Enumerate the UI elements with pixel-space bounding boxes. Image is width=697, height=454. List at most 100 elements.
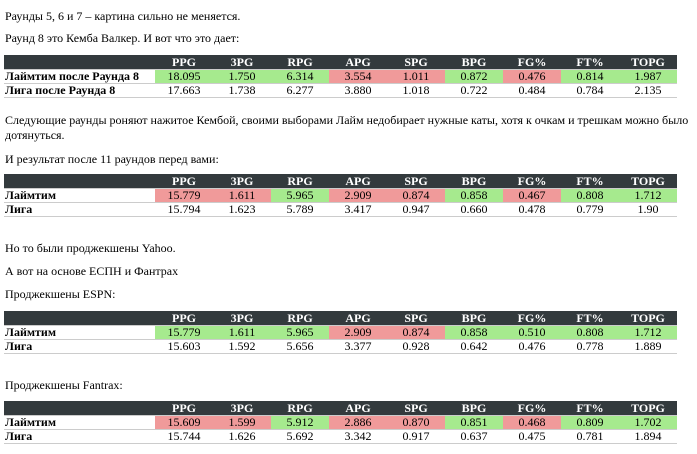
column-header: TOPG xyxy=(619,55,677,70)
table-row: Лига 15.794 1.623 5.789 3.417 0.947 0.660 0.478… xyxy=(4,202,677,217)
stat-cell: 2.909 xyxy=(329,188,387,203)
stat-cell: 1.599 xyxy=(213,415,271,430)
paragraph-espn-title: Проджекшены ESPN: xyxy=(5,287,116,301)
table-row: Лига после Раунда 8 17.663 1.738 6.277 3.880… xyxy=(4,83,677,98)
stat-cell: 17.663 xyxy=(155,83,213,98)
header-blank-cell xyxy=(4,55,155,70)
stat-cell: 1.018 xyxy=(387,83,445,98)
column-header: FT% xyxy=(561,401,619,416)
stat-cell: 1.90 xyxy=(619,202,677,217)
stat-cell: 5.965 xyxy=(271,188,329,203)
table-header-row: PPG 3PG RPG APG SPG BPG FG% FT% TOPG xyxy=(4,55,677,70)
stat-cell: 15.779 xyxy=(155,325,213,340)
column-header: APG xyxy=(329,401,387,416)
stat-cell: 3.342 xyxy=(329,429,387,444)
stat-cell: 1.611 xyxy=(213,325,271,340)
stat-cell: 1.592 xyxy=(213,339,271,354)
stat-cell: 0.478 xyxy=(503,202,561,217)
row-label: Лига xyxy=(4,339,155,354)
stat-cell: 5.789 xyxy=(271,202,329,217)
stat-cell: 1.738 xyxy=(213,83,271,98)
stat-cell: 0.808 xyxy=(561,325,619,340)
stat-cell: 0.660 xyxy=(445,202,503,217)
paragraph-next-rounds: Следующие раунды роняют нажитое Кембой, … xyxy=(5,113,689,142)
stat-cell: 0.779 xyxy=(561,202,619,217)
stat-cell: 0.476 xyxy=(503,339,561,354)
table-row: Лига 15.603 1.592 5.656 3.377 0.928 0.642 0.476… xyxy=(4,339,677,354)
stat-cell: 15.609 xyxy=(155,415,213,430)
stat-cell: 0.467 xyxy=(503,188,561,203)
stat-cell: 15.794 xyxy=(155,202,213,217)
stat-cell: 1.889 xyxy=(619,339,677,354)
stat-cell: 1.626 xyxy=(213,429,271,444)
row-label: Лаймтим xyxy=(4,415,155,430)
stat-cell: 0.781 xyxy=(561,429,619,444)
stat-cell: 0.475 xyxy=(503,429,561,444)
table-row: Лаймтим 15.609 1.599 5.912 2.886 0.870 0.851 0.… xyxy=(4,415,677,430)
stat-cell: 0.814 xyxy=(561,69,619,84)
column-header: PPG xyxy=(155,55,213,70)
paragraph-espn-fantrax: А вот на основе ЕСПН и Фантрах xyxy=(5,264,179,278)
stat-cell: 1.011 xyxy=(387,69,445,84)
row-label: Лаймтим xyxy=(4,188,155,203)
column-header: TOPG xyxy=(619,174,677,189)
stat-cell: 0.851 xyxy=(445,415,503,430)
row-label: Лига после Раунда 8 xyxy=(4,83,155,98)
stats-table-fantrax: PPG 3PG RPG APG SPG BPG FG% FT% TOPG Лаймтим 15.60… xyxy=(4,401,677,444)
column-header: FG% xyxy=(503,174,561,189)
table-row: Лига 15.744 1.626 5.692 3.342 0.917 0.637 0.475… xyxy=(4,429,677,444)
header-blank-cell xyxy=(4,401,155,416)
stat-cell: 1.623 xyxy=(213,202,271,217)
table-header-row: PPG 3PG RPG APG SPG BPG FG% FT% TOPG xyxy=(4,401,677,416)
column-header: RPG xyxy=(271,311,329,326)
stat-cell: 0.468 xyxy=(503,415,561,430)
column-header: 3PG xyxy=(213,311,271,326)
column-header: SPG xyxy=(387,55,445,70)
stat-cell: 18.095 xyxy=(155,69,213,84)
stat-cell: 5.656 xyxy=(271,339,329,354)
column-header: FG% xyxy=(503,55,561,70)
stat-cell: 0.637 xyxy=(445,429,503,444)
stats-table-round-11-yahoo: PPG 3PG RPG APG SPG BPG FG% FT% TOPG Лаймтим 15.77… xyxy=(4,174,677,217)
column-header: FT% xyxy=(561,55,619,70)
stat-cell: 2.135 xyxy=(619,83,677,98)
stat-cell: 0.928 xyxy=(387,339,445,354)
header-blank-cell xyxy=(4,311,155,326)
column-header: RPG xyxy=(271,55,329,70)
column-header: PPG xyxy=(155,311,213,326)
stat-cell: 3.554 xyxy=(329,69,387,84)
column-header: RPG xyxy=(271,174,329,189)
stat-cell: 1.712 xyxy=(619,188,677,203)
stat-cell: 0.784 xyxy=(561,83,619,98)
paragraph-results-11-rounds: И результат после 11 раундов перед вами: xyxy=(5,152,219,166)
stat-cell: 0.722 xyxy=(445,83,503,98)
stat-cell: 1.702 xyxy=(619,415,677,430)
stat-cell: 0.476 xyxy=(503,69,561,84)
paragraph-fantrax-title: Проджекшены Fantrax: xyxy=(5,378,123,392)
stat-cell: 5.965 xyxy=(271,325,329,340)
column-header: FG% xyxy=(503,311,561,326)
stat-cell: 0.872 xyxy=(445,69,503,84)
stat-cell: 0.874 xyxy=(387,325,445,340)
stat-cell: 1.987 xyxy=(619,69,677,84)
stat-cell: 3.417 xyxy=(329,202,387,217)
column-header: SPG xyxy=(387,401,445,416)
stat-cell: 15.603 xyxy=(155,339,213,354)
stat-cell: 5.692 xyxy=(271,429,329,444)
stat-cell: 6.277 xyxy=(271,83,329,98)
column-header: PPG xyxy=(155,174,213,189)
stat-cell: 5.912 xyxy=(271,415,329,430)
stat-cell: 0.778 xyxy=(561,339,619,354)
column-header: BPG xyxy=(445,311,503,326)
stat-cell: 2.909 xyxy=(329,325,387,340)
column-header: RPG xyxy=(271,401,329,416)
column-header: APG xyxy=(329,55,387,70)
table-header-row: PPG 3PG RPG APG SPG BPG FG% FT% TOPG xyxy=(4,311,677,326)
stat-cell: 1.611 xyxy=(213,188,271,203)
stats-table-round-8: PPG 3PG RPG APG SPG BPG FG% FT% TOPG Лаймтим посл… xyxy=(4,55,677,98)
column-header: FT% xyxy=(561,311,619,326)
header-blank-cell xyxy=(4,174,155,189)
column-header: 3PG xyxy=(213,55,271,70)
paragraph-yahoo: Но то были проджекшены Yahoo. xyxy=(5,241,176,255)
paragraph-rounds-5-7: Раунды 5, 6 и 7 – картина сильно не меня… xyxy=(5,9,241,23)
